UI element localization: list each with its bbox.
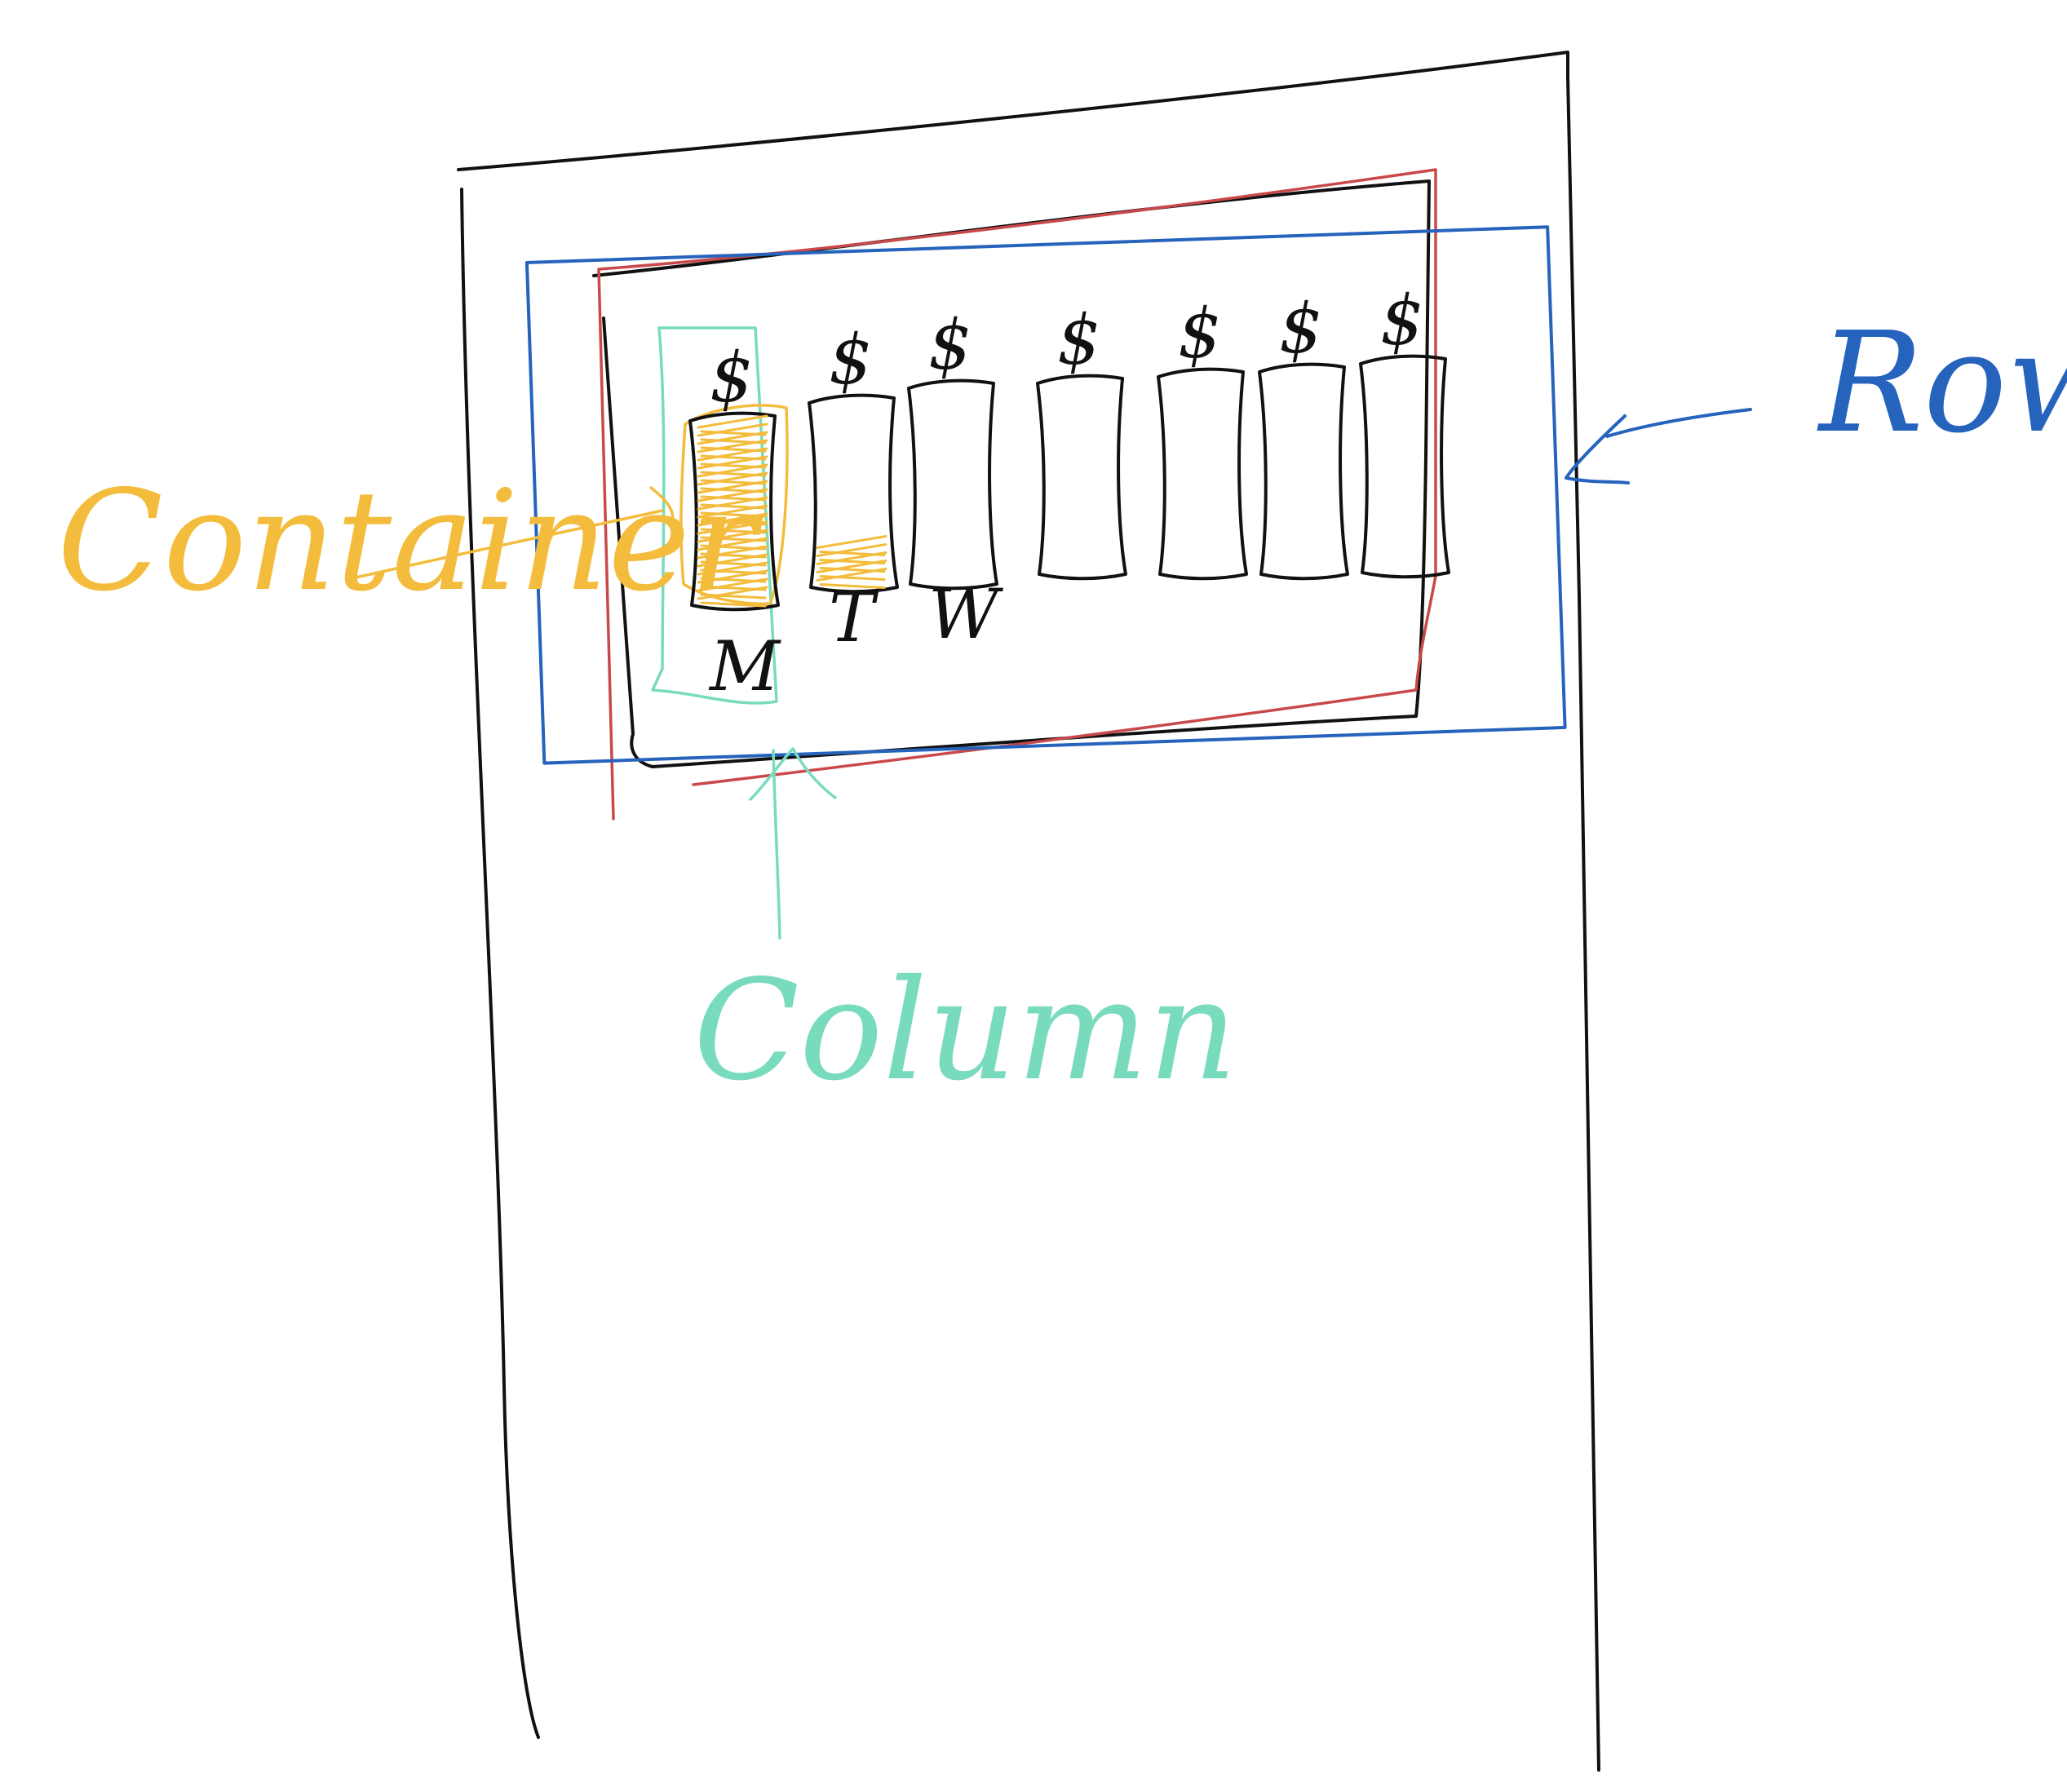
column-label: Column [693,950,1237,1112]
bar-5 [1157,367,1248,581]
bar-row: $ M $ T $ W $ $ $ $ [688,281,1450,706]
bar-2 [808,393,899,594]
column-arrow [749,747,837,940]
container-arrow [354,486,675,579]
bar-2-fill [816,535,887,589]
bar-2-price-symbol: $ [829,320,872,400]
container-box [679,404,789,605]
bar-1-fill [697,414,768,608]
row-label: Row [1817,303,2067,464]
bar-4 [1036,374,1127,581]
bar-1-price-symbol: $ [710,338,753,418]
row-arrow [1565,408,1752,485]
bar-4-price-symbol: $ [1057,300,1100,380]
bar-5-price-symbol: $ [1178,294,1221,374]
red-box-outline [597,168,1437,821]
bar-1-day-label: M [708,626,781,706]
container-label: Container [57,461,764,622]
bar-7-price-symbol: $ [1380,281,1423,361]
bar-7 [1359,354,1450,579]
bar-3-price-symbol: $ [928,305,972,385]
page-outline-left-edge [460,188,540,1739]
bar-1 [688,411,780,612]
row-box [524,225,1567,765]
bar-2-day-label: T [829,577,879,657]
bar-3-day-label: W [928,574,1004,654]
column-box [651,326,778,705]
bar-6 [1258,362,1349,581]
bar-3 [907,378,998,591]
bar-6-price-symbol: $ [1279,289,1322,369]
